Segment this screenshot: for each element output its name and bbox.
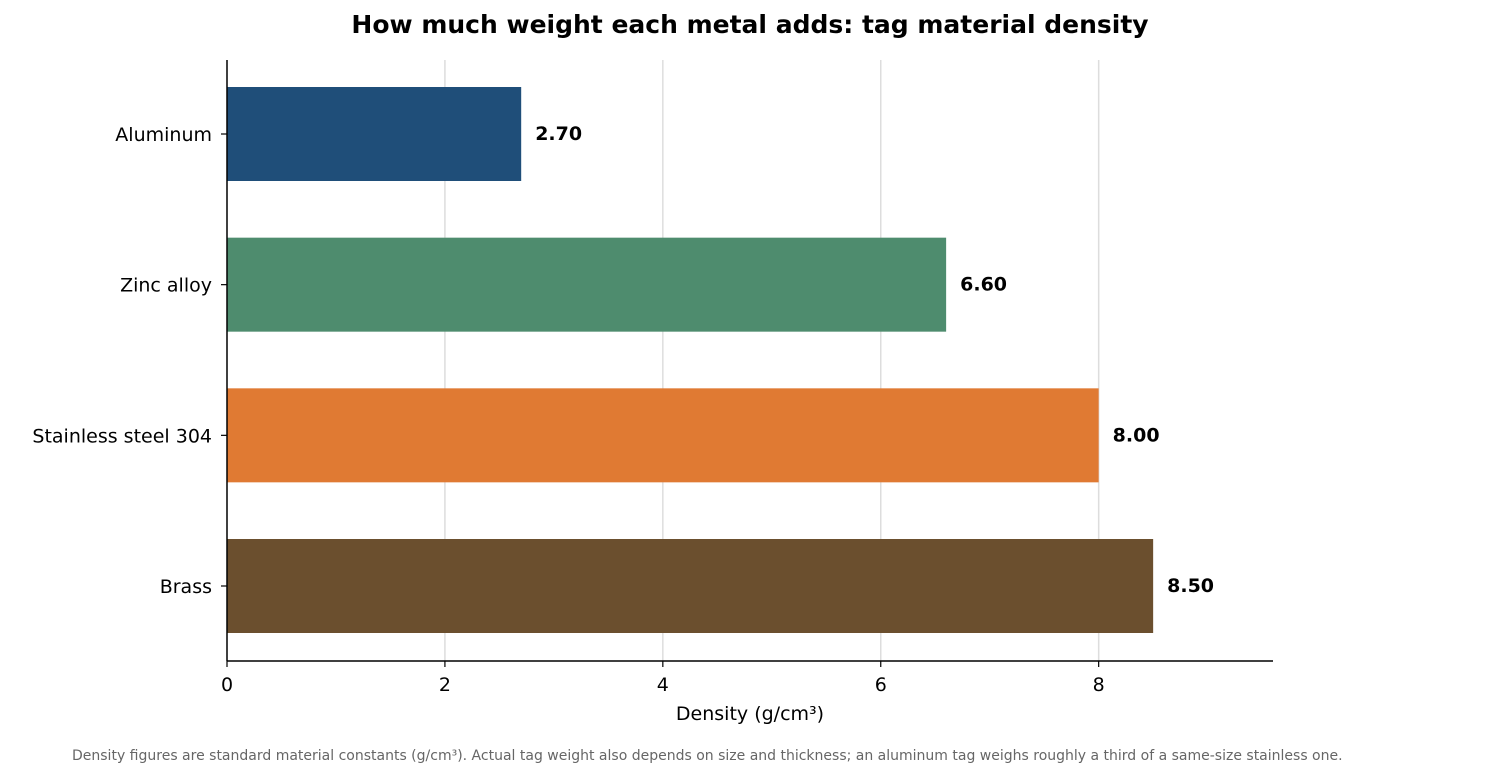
value-label-2: 8.00 (1113, 424, 1160, 446)
bar-2 (227, 388, 1099, 483)
value-label-0: 2.70 (535, 123, 582, 145)
labels: Aluminum 2.70 Zinc alloy 6.60 Stainless stee… (32, 123, 1214, 696)
x-tick-label-3: 6 (875, 674, 887, 696)
value-label-1: 6.60 (960, 274, 1007, 296)
x-tick-label-0: 0 (221, 674, 233, 696)
x-tick-label-2: 4 (657, 674, 669, 696)
bar-1 (227, 237, 947, 332)
x-tick-label-4: 8 (1093, 674, 1105, 696)
y-tick-label-1: Zinc alloy (120, 275, 212, 297)
value-label-3: 8.50 (1167, 575, 1214, 597)
x-axis-title: Density (g/cm³) (676, 703, 824, 725)
y-tick-label-2: Stainless steel 304 (32, 425, 212, 447)
bars (227, 87, 1154, 633)
y-tick-label-0: Aluminum (115, 124, 212, 146)
x-tick-label-1: 2 (439, 674, 451, 696)
chart-footnote: Density figures are standard material co… (72, 748, 1343, 764)
bar-0 (227, 87, 522, 181)
bar-3 (227, 539, 1154, 633)
axes (221, 60, 1273, 667)
y-tick-label-3: Brass (160, 576, 212, 598)
chart-title: How much weight each metal adds: tag mat… (351, 10, 1149, 39)
